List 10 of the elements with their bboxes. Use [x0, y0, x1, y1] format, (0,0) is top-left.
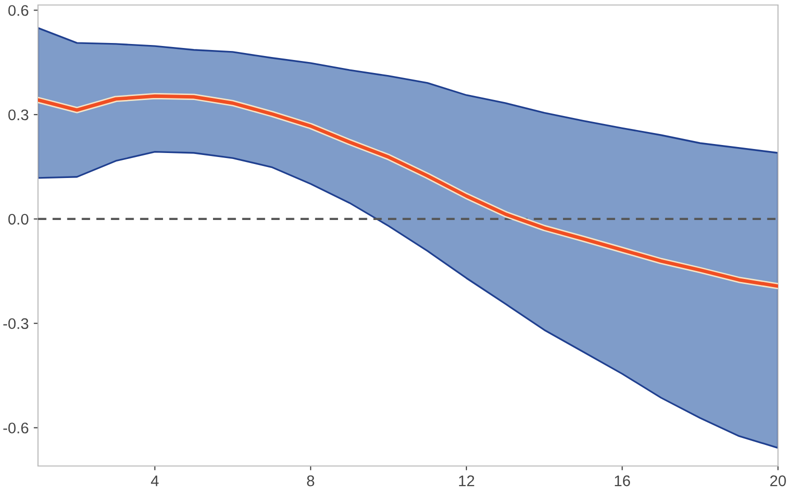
y-tick-label: -0.6	[3, 422, 28, 434]
x-tick-label: 20	[770, 475, 786, 486]
y-tick-label: -0.3	[3, 318, 28, 330]
y-tick-label: 0.0	[8, 214, 28, 225]
x-tick-label: 8	[307, 475, 314, 486]
x-tick-label: 16	[614, 475, 630, 486]
y-tick-label: 0.6	[8, 5, 28, 16]
x-tick-label: 12	[459, 475, 474, 486]
y-tick-label: 0.3	[8, 109, 28, 120]
x-tick-label: 4	[150, 476, 159, 486]
